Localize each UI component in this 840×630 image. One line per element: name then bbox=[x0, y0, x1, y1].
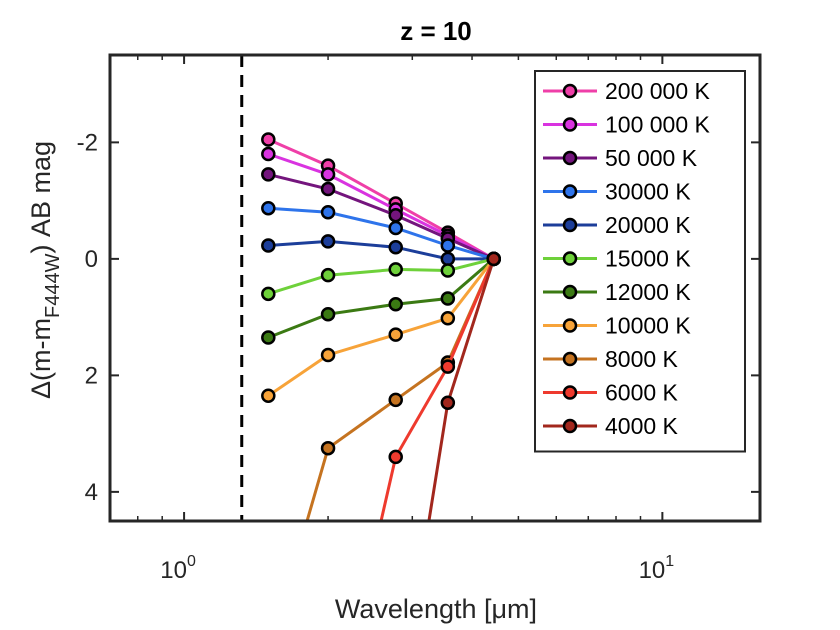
data-point bbox=[261, 167, 276, 182]
legend-item: 50 000 K bbox=[543, 145, 698, 171]
legend-label: 100 000 K bbox=[605, 112, 711, 138]
legend-label: 10000 K bbox=[605, 313, 691, 339]
y-tick-label: 0 bbox=[85, 246, 98, 273]
data-point bbox=[388, 207, 403, 223]
data-point bbox=[388, 220, 403, 236]
x-axis-label: Wavelength [μm] bbox=[335, 594, 537, 624]
legend-swatch-marker bbox=[562, 385, 578, 400]
x-tick-labels: 100 101 bbox=[160, 553, 674, 584]
data-point bbox=[320, 347, 336, 363]
legend-item: 100 000 K bbox=[543, 112, 711, 138]
legend-swatch-marker bbox=[562, 184, 578, 199]
y-axis-label-prefix: Δ(m-m bbox=[26, 318, 56, 399]
y-tick-labels: -2 0 2 4 bbox=[77, 129, 98, 506]
legend-label: 8000 K bbox=[605, 346, 679, 372]
series-layer bbox=[261, 132, 501, 521]
y-tick-label: 2 bbox=[85, 362, 98, 389]
data-point bbox=[261, 286, 276, 302]
legend-label: 6000 K bbox=[605, 380, 679, 406]
series-6 bbox=[261, 251, 501, 345]
x-tick-base: 10 bbox=[639, 557, 666, 584]
axes-box bbox=[108, 53, 762, 523]
legend-label: 4000 K bbox=[605, 413, 679, 439]
y-axis-label-subscript: F444W bbox=[42, 253, 64, 318]
data-point bbox=[320, 234, 336, 249]
data-point bbox=[261, 388, 276, 404]
data-point bbox=[440, 395, 456, 411]
legend-item: 20000 K bbox=[543, 212, 691, 238]
data-point bbox=[440, 238, 456, 253]
legend-label: 12000 K bbox=[605, 279, 691, 305]
legend: 200 000 K 100 000 K 50 000 K 30000 K 20000 K… bbox=[534, 70, 746, 453]
legend-swatch-marker bbox=[562, 351, 578, 367]
x-tick-label: 100 bbox=[160, 553, 196, 584]
data-point bbox=[440, 359, 456, 374]
y-tick-label: -2 bbox=[77, 129, 98, 156]
data-point bbox=[388, 327, 403, 342]
data-point bbox=[320, 167, 336, 182]
data-point bbox=[261, 330, 276, 345]
data-point bbox=[388, 392, 403, 408]
x-tick-exponent: 0 bbox=[187, 553, 196, 570]
legend-item: 8000 K bbox=[543, 346, 679, 372]
data-point bbox=[440, 311, 456, 326]
x-tick-label: 101 bbox=[639, 553, 675, 584]
x-tick-exponent: 1 bbox=[665, 553, 674, 570]
legend-swatch-marker bbox=[562, 83, 578, 99]
y-axis-label-suffix: ) AB mag bbox=[26, 141, 56, 254]
legend-label: 30000 K bbox=[605, 179, 691, 205]
data-point bbox=[261, 200, 276, 216]
legend-label: 200 000 K bbox=[605, 78, 711, 104]
series-10 bbox=[427, 251, 501, 521]
legend-label: 15000 K bbox=[605, 246, 691, 272]
data-point bbox=[320, 181, 336, 197]
legend-label: 20000 K bbox=[605, 212, 691, 238]
data-point bbox=[320, 306, 336, 322]
y-axis-label: Δ(m-mF444W) AB mag bbox=[26, 141, 64, 399]
chart-title: z = 10 bbox=[400, 16, 472, 46]
legend-item: 4000 K bbox=[543, 413, 679, 439]
legend-item: 30000 K bbox=[543, 179, 691, 205]
series-line bbox=[379, 258, 496, 521]
legend-item: 12000 K bbox=[543, 279, 691, 305]
legend-item: 6000 K bbox=[543, 380, 679, 406]
legend-item: 200 000 K bbox=[543, 78, 711, 104]
legend-swatch-marker bbox=[562, 150, 578, 166]
data-point bbox=[261, 132, 276, 147]
legend-swatch-marker bbox=[562, 217, 578, 233]
legend-swatch-marker bbox=[562, 117, 578, 132]
legend-swatch-marker bbox=[562, 284, 578, 300]
data-point bbox=[388, 449, 403, 465]
data-point bbox=[388, 239, 403, 255]
legend-swatch-marker bbox=[562, 418, 578, 434]
y-tick-label: 4 bbox=[85, 479, 98, 506]
legend-label: 50 000 K bbox=[605, 145, 698, 171]
legend-swatch-marker bbox=[562, 318, 578, 333]
data-point bbox=[320, 205, 336, 220]
series-4 bbox=[261, 234, 501, 267]
data-point bbox=[388, 297, 403, 312]
data-point bbox=[440, 251, 456, 267]
data-point bbox=[486, 251, 501, 267]
data-point bbox=[440, 291, 456, 306]
legend-item: 15000 K bbox=[543, 246, 691, 272]
legend-item: 10000 K bbox=[543, 313, 691, 339]
data-point bbox=[261, 238, 276, 253]
x-tick-base: 10 bbox=[160, 557, 187, 584]
data-point bbox=[261, 146, 276, 162]
legend-swatch-marker bbox=[562, 251, 578, 266]
data-point bbox=[320, 267, 336, 283]
data-point bbox=[440, 263, 456, 278]
data-point bbox=[320, 440, 336, 456]
data-point bbox=[388, 262, 403, 277]
